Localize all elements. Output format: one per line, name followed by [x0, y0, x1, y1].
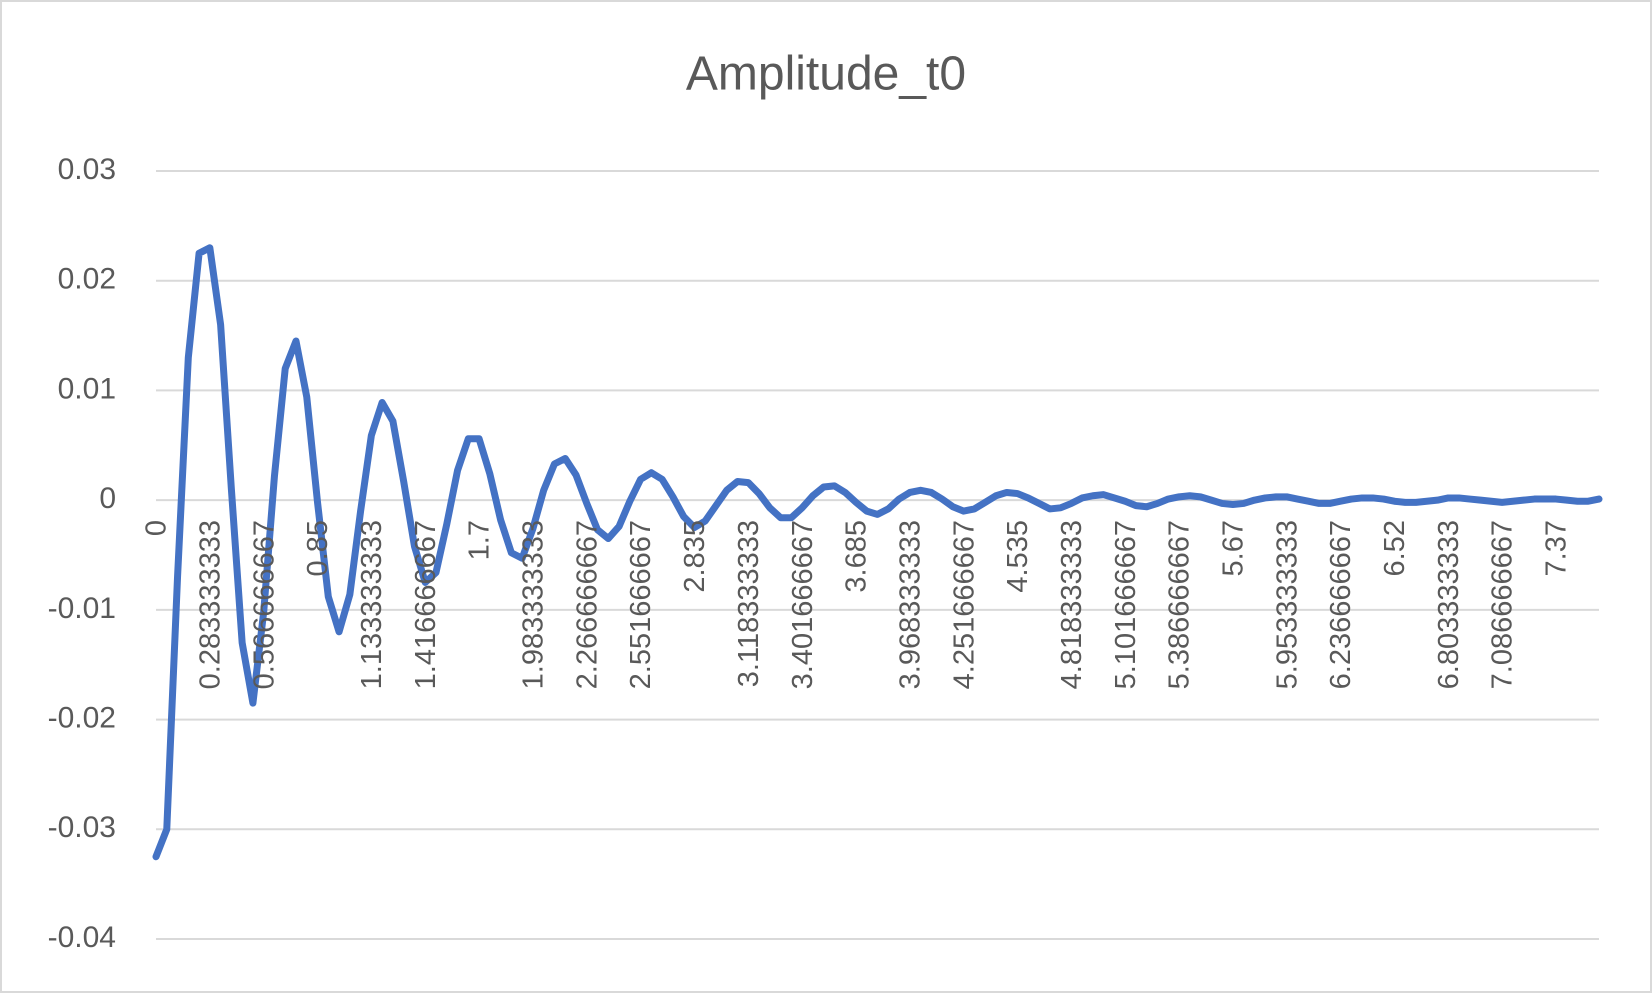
x-tick-label: 0	[141, 520, 173, 536]
x-tick-label: 5.953333333	[1271, 520, 1303, 689]
y-tick-label: 0	[99, 482, 116, 515]
x-tick-label: 0.85	[302, 520, 334, 576]
x-tick-label: 5.386666667	[1164, 520, 1196, 689]
chart-title: Amplitude_t0	[686, 48, 966, 101]
x-tick-label: 6.803333333	[1433, 520, 1465, 689]
x-tick-label: 7.37	[1541, 520, 1573, 576]
x-tick-label: 1.7	[464, 520, 496, 560]
x-tick-label: 3.401666667	[787, 520, 819, 689]
x-tick-label: 7.086666667	[1487, 520, 1519, 689]
y-tick-label: -0.04	[48, 921, 116, 954]
x-tick-label: 3.118333333	[733, 520, 765, 687]
x-tick-label: 1.133333333	[356, 520, 388, 689]
x-tick-label: 4.535	[1002, 520, 1034, 593]
line-series	[152, 244, 1603, 861]
x-tick-label: 6.236666667	[1325, 520, 1357, 689]
x-tick-label: 1.983333333	[518, 520, 550, 689]
x-tick-label: 3.968333333	[894, 520, 926, 689]
x-tick-label: 2.835	[679, 520, 711, 593]
x-tick-label: 5.101666667	[1110, 520, 1142, 689]
x-tick-label: 0.283333333	[194, 520, 226, 689]
y-tick-label: 0.01	[58, 372, 116, 405]
y-tick-label: 0.02	[58, 263, 116, 296]
y-tick-label: -0.01	[48, 592, 116, 625]
x-tick-label: 6.52	[1379, 520, 1411, 576]
x-tick-label: 2.551666667	[625, 520, 657, 689]
y-tick-label: -0.03	[48, 811, 116, 844]
x-tick-label: 4.251666667	[948, 520, 980, 689]
x-tick-label: 0.566666667	[248, 520, 280, 689]
y-tick-label: -0.02	[48, 701, 116, 734]
x-tick-label: 1.416666667	[410, 520, 442, 689]
x-tick-label: 3.685	[841, 520, 873, 593]
x-tick-label: 4.818333333	[1056, 520, 1088, 689]
x-tick-label: 2.266666667	[571, 520, 603, 689]
y-tick-label: 0.03	[58, 153, 116, 186]
x-tick-label: 5.67	[1218, 520, 1250, 576]
